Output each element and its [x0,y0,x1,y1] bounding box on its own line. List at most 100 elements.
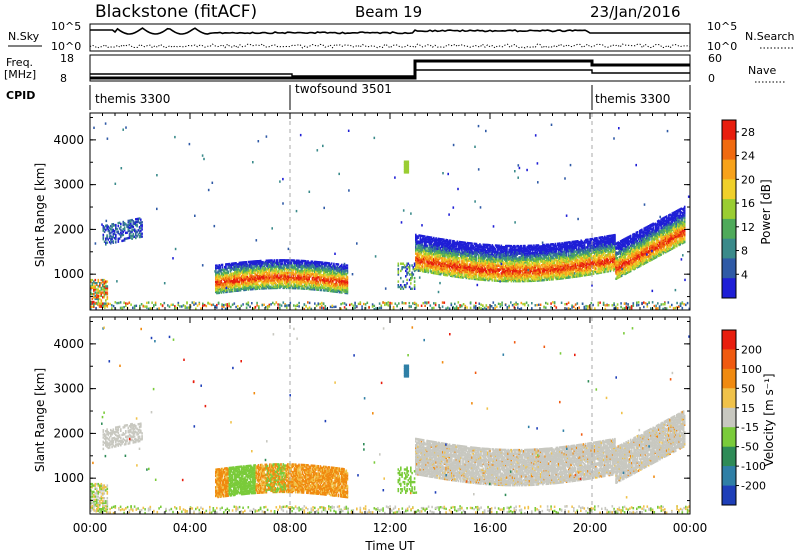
range-gate-cell [102,302,104,305]
range-gate-cell [102,233,105,237]
range-gate-cell [115,223,117,227]
range-gate-cell [470,276,472,279]
range-gate-cell [237,289,240,292]
range-gate-cell [500,252,503,255]
range-gate-cell [338,277,341,280]
range-gate-cell [465,269,468,272]
range-gate-cell [487,251,489,254]
range-gate-cell [489,244,491,247]
range-gate-cell [275,269,278,272]
range-gate-cell [99,302,101,305]
range-gate-cell [498,252,500,255]
range-gate-cell [253,264,255,267]
range-gate-cell [289,301,292,304]
range-gate-cell [525,277,527,280]
range-gate-cell [445,253,447,257]
range-gate-cell [301,269,304,273]
range-gate-cell [487,252,489,255]
range-gate-cell [120,231,122,234]
range-gate-cell [458,270,461,274]
range-gate-cell [107,229,110,233]
range-gate-cell [461,243,463,246]
range-gate-cell [266,280,269,284]
range-gate-cell [452,243,454,246]
range-gate-cell [436,238,438,241]
range-gate-cell [416,256,418,259]
range-gate-cell [398,302,400,305]
range-gate-cell [294,287,297,290]
range-gate-cell [469,276,471,279]
range-gate-cell [298,301,300,305]
range-gate-cell [319,270,322,273]
range-gate-cell [337,270,340,274]
range-gate-cell [422,248,425,252]
range-gate-cell [240,275,243,278]
range-gate-cell [273,271,276,275]
range-gate-cell [122,220,125,224]
range-gate-cell [103,291,106,294]
range-gate-cell [100,302,103,305]
range-gate-cell [475,252,478,256]
range-gate-cell [270,260,272,263]
range-gate-cell [130,232,132,235]
range-gate-cell [285,273,288,276]
range-gate-cell [515,248,517,252]
range-gate-cell [491,245,494,248]
range-gate-cell [230,268,233,272]
range-gate-cell [235,277,237,280]
range-gate-cell [275,274,278,277]
range-gate-cell [108,226,111,229]
range-gate-cell [303,268,306,272]
range-gate-cell [507,273,509,277]
range-gate-cell [330,286,333,289]
range-gate-cell [415,263,417,267]
range-gate-cell [226,283,228,286]
range-gate-cell [293,265,296,268]
range-gate-cell [258,306,260,309]
range-gate-cell [444,252,446,255]
range-gate-cell [481,277,483,280]
range-gate-cell [515,301,517,304]
range-gate-cell [236,278,238,281]
range-gate-cell [421,260,424,263]
range-gate-cell [255,263,258,267]
range-gate-cell [251,274,253,277]
range-gate-cell [518,268,521,272]
range-gate-cell [291,269,294,272]
range-gate-cell [324,280,326,283]
range-gate-cell [122,222,125,225]
range-gate-cell [452,246,454,249]
range-gate-cell [524,304,526,307]
range-gate-cell [231,280,234,283]
range-gate-cell [303,287,306,290]
range-gate-cell [106,227,108,230]
range-gate-cell [437,246,440,249]
range-gate-cell [439,268,442,271]
range-gate-cell [492,258,495,261]
range-gate-cell [229,272,232,276]
range-gate-cell [258,276,261,279]
range-gate-cell [461,261,463,264]
range-gate-cell [307,266,309,269]
range-gate-cell [502,245,505,249]
range-gate-cell [509,268,512,272]
range-gate-cell [469,258,471,261]
range-gate-cell [337,287,340,290]
range-gate-cell [489,257,491,261]
range-gate-cell [249,268,252,271]
range-gate-cell [469,301,472,304]
range-gate-cell [420,253,423,256]
range-gate-cell [335,290,337,293]
range-gate-cell [505,266,507,269]
range-gate-cell [233,263,235,266]
range-gate-cell [439,250,442,253]
range-gate-cell [440,238,443,241]
range-gate-cell [226,271,228,275]
range-gate-cell [460,241,462,244]
range-gate-cell [526,266,528,269]
range-gate-cell [285,278,288,281]
range-gate-cell [229,274,232,277]
range-gate-cell [462,267,464,270]
range-gate-cell [229,281,232,284]
range-gate-cell [442,255,444,259]
